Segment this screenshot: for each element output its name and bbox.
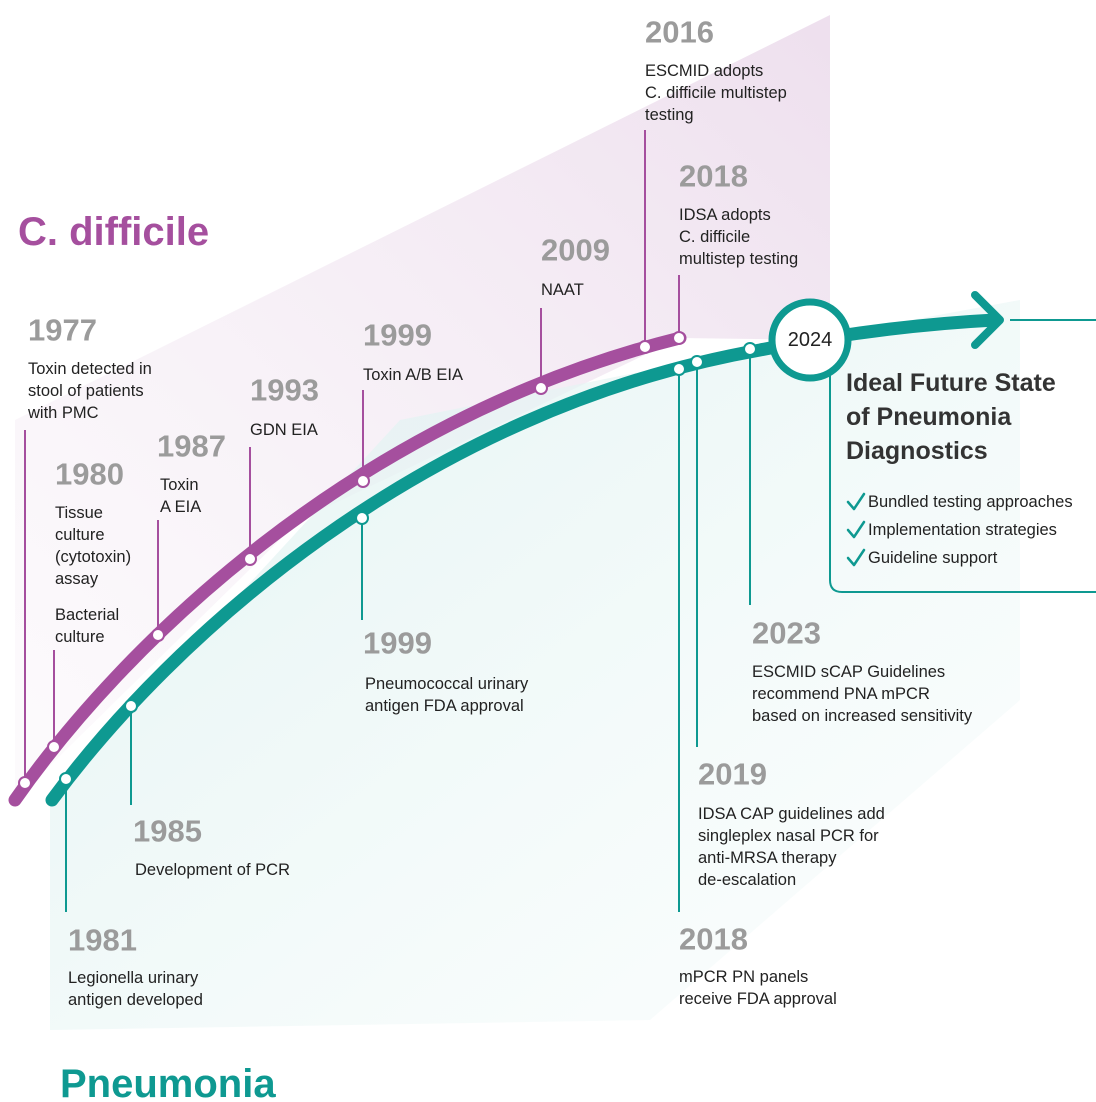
event-dot (47, 740, 61, 754)
event-year: 1980 (55, 457, 124, 492)
event-note: recommend PNA mPCR (752, 685, 930, 703)
cdiff-title: C. difficile (18, 210, 209, 254)
event-note: testing (645, 106, 694, 124)
event-note: anti-MRSA therapy (698, 849, 837, 867)
event-note: mPCR PN panels (679, 968, 808, 986)
event-note: assay (55, 570, 99, 588)
event-dot (690, 355, 704, 369)
purple-band (15, 15, 830, 800)
event-note: Toxin A/B EIA (363, 366, 463, 384)
checkmark (846, 492, 866, 511)
event-note: stool of patients (28, 382, 144, 400)
event-note: Tissue (55, 504, 103, 522)
arrow-head (971, 291, 1004, 349)
event-note: based on increased sensitivity (752, 707, 973, 725)
event-year: 2016 (645, 15, 714, 50)
event-note: Toxin detected in (28, 360, 152, 378)
event-note: culture (55, 526, 105, 544)
event-year: 2018 (679, 922, 748, 957)
event-note: ESCMID sCAP Guidelines (752, 663, 945, 681)
event-dot (672, 362, 686, 376)
event-note: IDSA CAP guidelines add (698, 805, 885, 823)
event-dot (151, 628, 165, 642)
event-note: multistep testing (679, 250, 798, 268)
future-title: of Pneumonia (846, 403, 1012, 431)
event-dot (59, 772, 73, 786)
pneumonia-arc (45, 313, 1002, 807)
event-dot (355, 511, 369, 525)
event-dot (638, 340, 652, 354)
event-note: (cytotoxin) (55, 548, 131, 566)
event-dot (534, 381, 548, 395)
future-title: Diagnostics (846, 437, 988, 465)
event-year: 1999 (363, 318, 432, 353)
event-year: 1985 (133, 814, 202, 849)
event-dot (18, 776, 32, 790)
event-dot (743, 342, 757, 356)
checkmark (846, 548, 866, 567)
event-note: singleplex nasal PCR for (698, 827, 879, 845)
event-note: Bacterial (55, 606, 119, 624)
event-year: 1999 (363, 626, 432, 661)
event-dot (124, 699, 138, 713)
pneumonia-title: Pneumonia (60, 1062, 276, 1102)
event-note: Development of PCR (135, 861, 290, 879)
event-year: 2023 (752, 616, 821, 651)
event-year: 1993 (250, 373, 319, 408)
teal-band (50, 300, 1020, 1030)
event-note: NAAT (541, 281, 584, 299)
event-note: de-escalation (698, 871, 796, 889)
event-note: antigen FDA approval (365, 697, 524, 715)
event-note: Pneumococcal urinary (365, 675, 529, 693)
future-title: Ideal Future State (846, 369, 1056, 397)
future-item: Guideline support (868, 549, 998, 567)
event-note: with PMC (27, 404, 99, 422)
event-year: 2019 (698, 757, 767, 792)
event-note: IDSA adopts (679, 206, 771, 224)
future-item: Bundled testing approaches (868, 493, 1073, 511)
event-note: C. difficile multistep (645, 84, 787, 102)
event-note: antigen developed (68, 991, 203, 1009)
future-box (829, 368, 1096, 593)
event-dot (243, 552, 257, 566)
event-year: 1981 (68, 923, 137, 958)
event-year: 2018 (679, 159, 748, 194)
event-note: A EIA (160, 498, 201, 516)
future-item: Implementation strategies (868, 521, 1057, 539)
future-year: 2024 (788, 329, 833, 351)
checkmark (846, 520, 866, 539)
year-circle (768, 298, 852, 382)
event-note: ESCMID adopts (645, 62, 763, 80)
event-year: 1987 (157, 429, 226, 464)
event-year: 1977 (28, 313, 97, 348)
event-note: culture (55, 628, 105, 646)
event-dot (672, 331, 686, 345)
event-year: 2009 (541, 233, 610, 268)
event-note: GDN EIA (250, 421, 318, 439)
event-note: C. difficile (679, 228, 750, 246)
event-dot (356, 474, 370, 488)
event-note: Legionella urinary (68, 969, 199, 987)
event-note: receive FDA approval (679, 990, 837, 1008)
event-note: Toxin (160, 476, 199, 494)
